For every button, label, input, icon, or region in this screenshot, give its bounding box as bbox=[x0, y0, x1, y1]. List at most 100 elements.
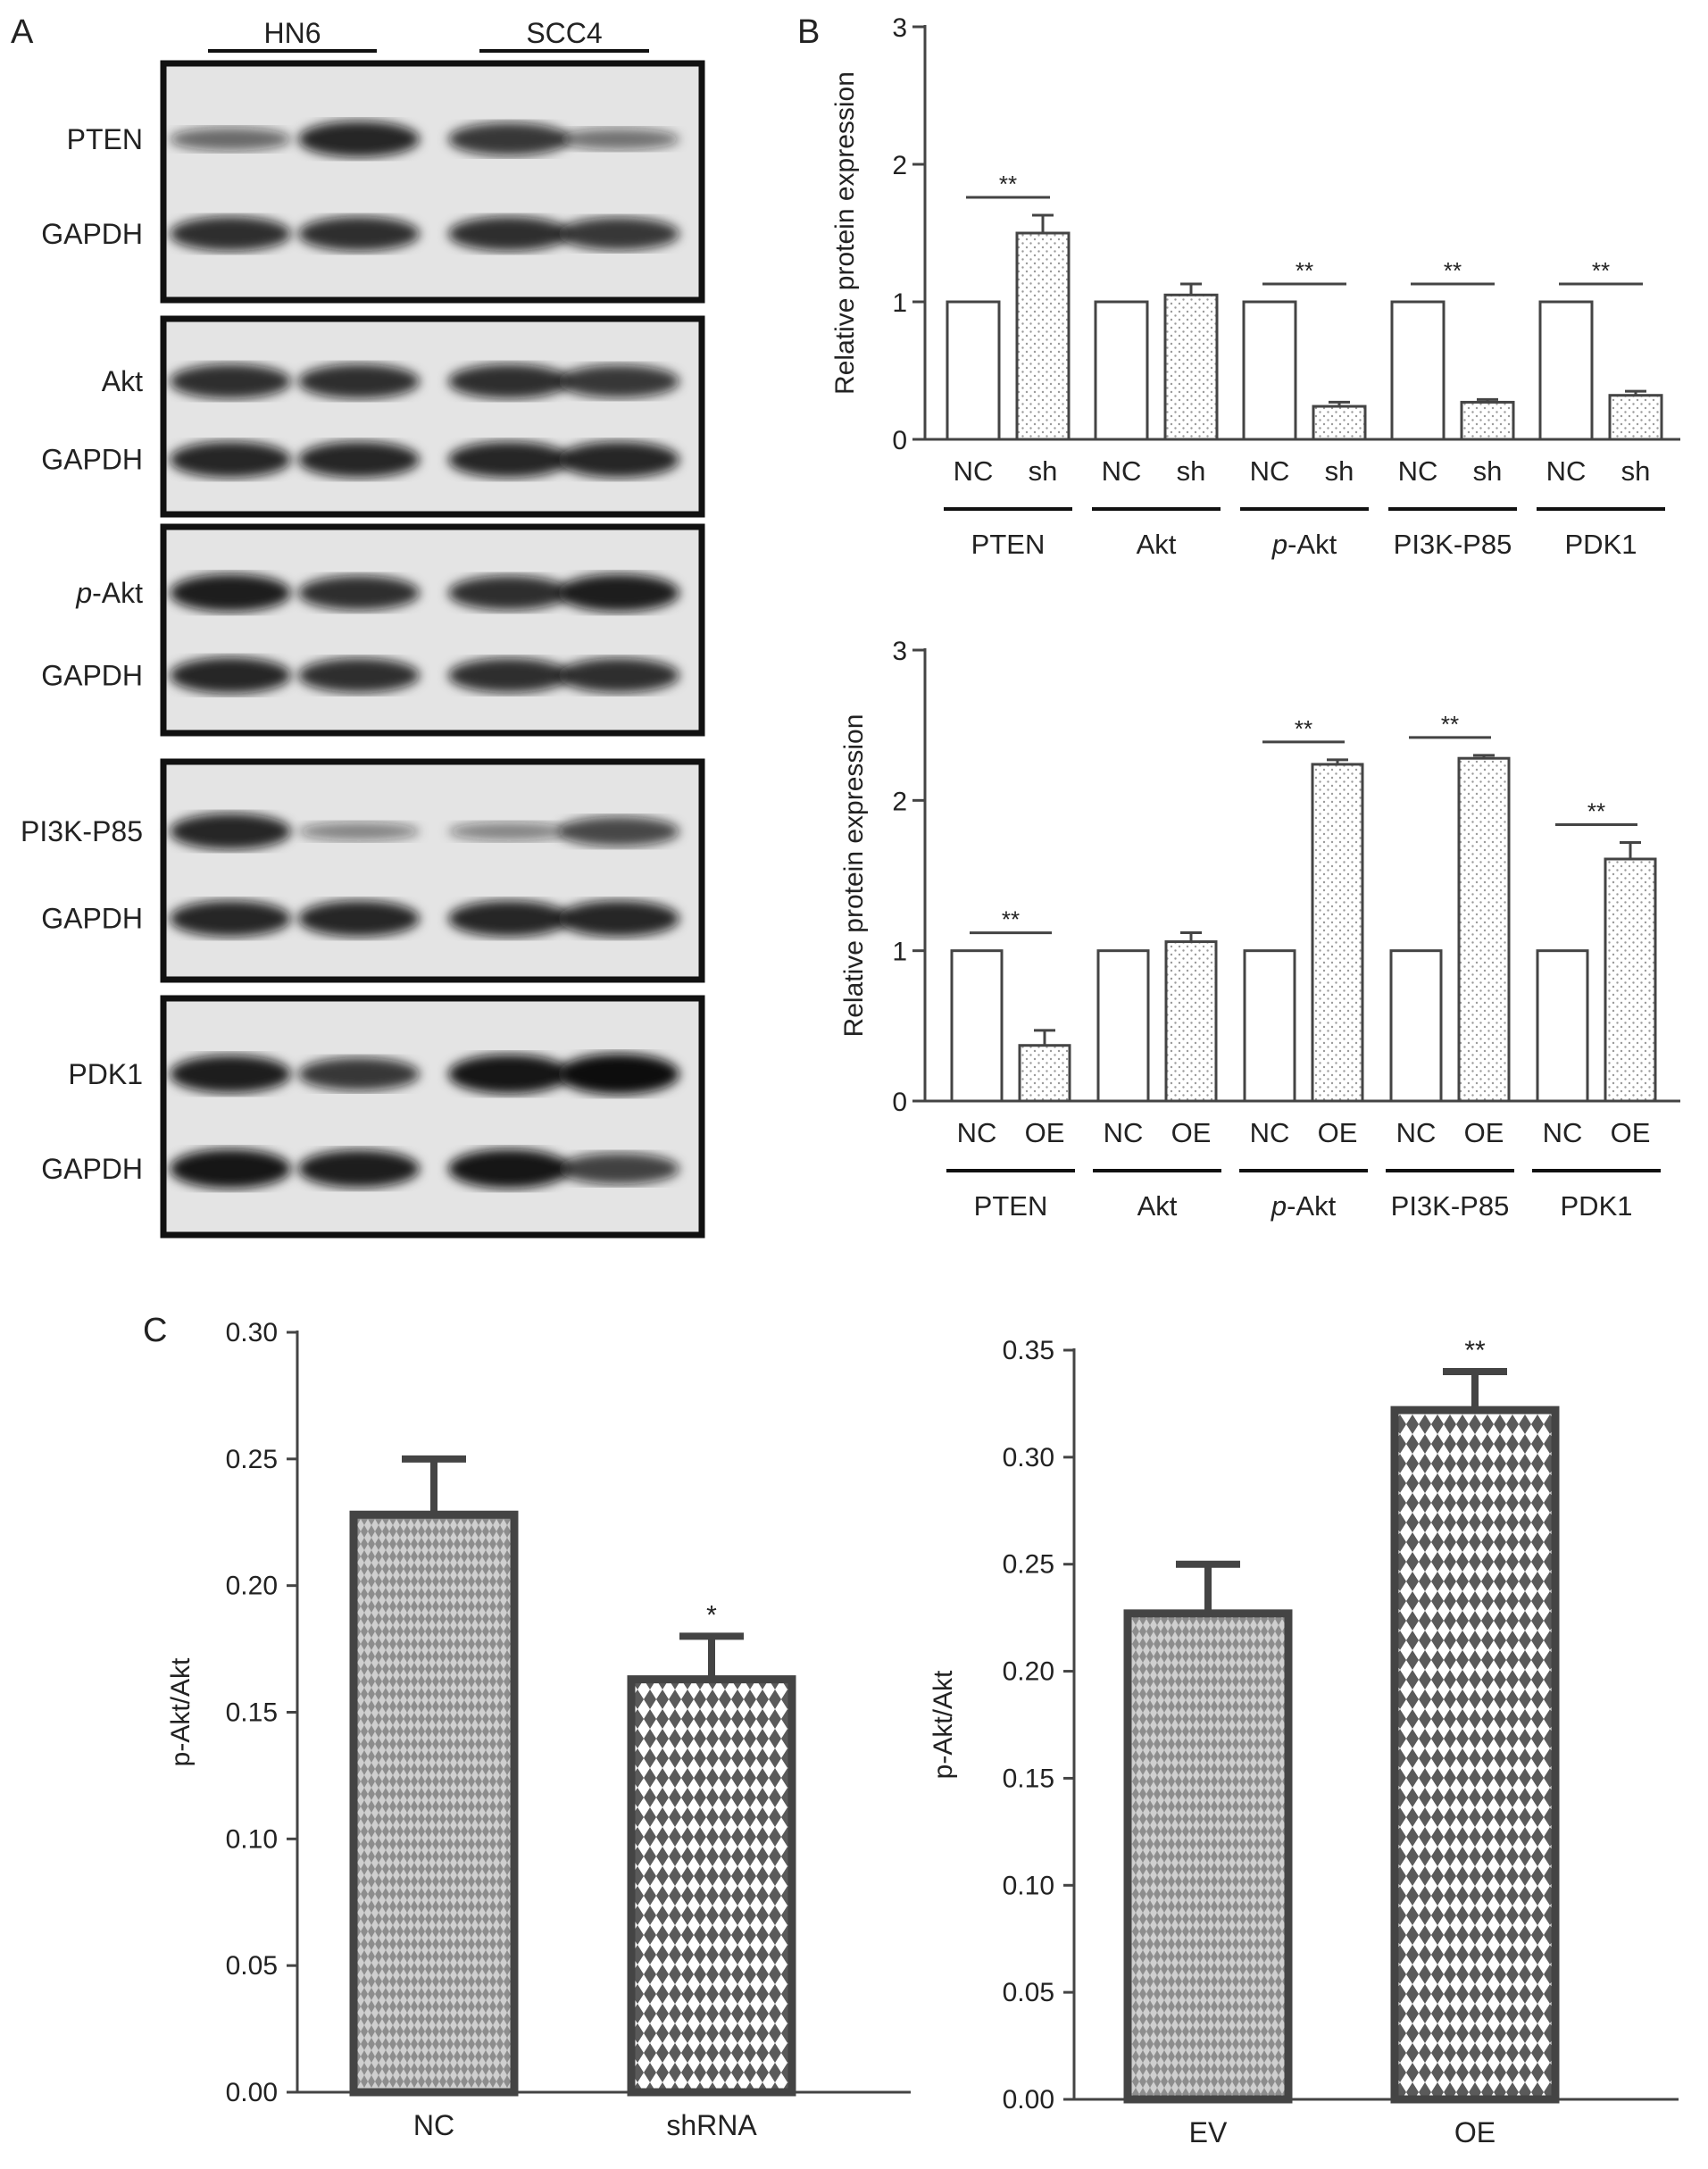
significance-marker: ** bbox=[1587, 797, 1605, 824]
y-tick-label: 0.20 bbox=[1003, 1657, 1054, 1687]
x-group-label: sh bbox=[1621, 455, 1651, 487]
blot-band bbox=[298, 1149, 420, 1189]
blot-row-label: GAPDH bbox=[41, 218, 143, 250]
significance-marker: ** bbox=[999, 171, 1017, 197]
x-group-label: OE bbox=[1025, 1117, 1065, 1148]
blot-band bbox=[448, 122, 570, 156]
blot-band bbox=[558, 364, 679, 398]
blot-band bbox=[558, 573, 679, 613]
bar bbox=[1460, 400, 1515, 441]
y-axis-label: Relative protein expression bbox=[830, 71, 860, 395]
blot-band bbox=[558, 657, 679, 693]
blot-band bbox=[298, 441, 420, 478]
x-group-label: NC bbox=[1104, 1117, 1144, 1148]
y-tick-label: 1 bbox=[892, 938, 907, 967]
bar bbox=[1389, 949, 1443, 1103]
y-tick-label: 0.15 bbox=[226, 1698, 278, 1728]
blot-band bbox=[170, 657, 291, 694]
x-category-label: p-Akt bbox=[1271, 529, 1337, 560]
x-group-label: NC bbox=[1102, 455, 1142, 487]
x-group-label: NC bbox=[954, 455, 994, 487]
x-group-label: OE bbox=[1171, 1117, 1212, 1148]
blot-band bbox=[298, 121, 420, 158]
x-group-label: NC bbox=[957, 1117, 997, 1148]
x-category-label: p-Akt bbox=[1271, 1190, 1337, 1222]
blot-band bbox=[170, 1055, 291, 1094]
blot-band bbox=[558, 900, 679, 937]
x-group-label: NC bbox=[1546, 455, 1587, 487]
bar bbox=[1390, 300, 1446, 441]
blot-band bbox=[170, 900, 291, 937]
blot-band bbox=[448, 575, 570, 611]
blot-background bbox=[163, 762, 702, 980]
y-tick-label: 3 bbox=[892, 637, 907, 666]
x-category-label: shRNA bbox=[666, 2109, 757, 2141]
bar bbox=[1243, 949, 1296, 1103]
x-category-label: EV bbox=[1189, 2116, 1228, 2148]
blot-band bbox=[558, 816, 679, 847]
blot-row-label: GAPDH bbox=[41, 444, 143, 476]
y-axis-label: Relative protein expression bbox=[839, 714, 869, 1038]
panel-label-a: A bbox=[11, 13, 34, 51]
x-category-label: PTEN bbox=[974, 1190, 1048, 1222]
bar bbox=[1457, 756, 1511, 1103]
blot-band bbox=[448, 657, 570, 693]
blot-band bbox=[448, 363, 570, 399]
bar bbox=[1604, 857, 1657, 1103]
y-tick-label: 0.05 bbox=[1003, 1978, 1054, 2007]
blot-band bbox=[448, 216, 570, 252]
blot-panel-border bbox=[160, 758, 705, 983]
bar bbox=[950, 949, 1004, 1103]
significance-marker: ** bbox=[1296, 257, 1313, 284]
blot-band bbox=[170, 1148, 291, 1189]
y-tick-label: 0.00 bbox=[226, 2078, 278, 2107]
y-tick-label: 0.05 bbox=[226, 1951, 278, 1981]
chart-b-bottom: 0 1 2 3 Relative protein expression NC OE PTEN *… bbox=[839, 637, 1680, 1222]
blot-band bbox=[298, 1057, 420, 1091]
panel-label-c: C bbox=[143, 1312, 167, 1349]
significance-marker: * bbox=[706, 1600, 717, 1630]
x-group-label: OE bbox=[1611, 1117, 1651, 1148]
y-tick-label: 0.30 bbox=[226, 1318, 278, 1347]
y-tick-label: 0 bbox=[892, 426, 907, 455]
x-category-label: PI3K-P85 bbox=[1394, 529, 1512, 560]
significance-marker: ** bbox=[1444, 257, 1462, 284]
bar bbox=[1096, 949, 1150, 1103]
bar bbox=[1164, 940, 1218, 1103]
blot-band bbox=[298, 216, 420, 252]
blot-group-label: SCC4 bbox=[526, 17, 602, 49]
x-category-label: Akt bbox=[1137, 1190, 1178, 1222]
blot-band bbox=[298, 657, 420, 693]
blot-panel-border bbox=[160, 995, 705, 1239]
x-category-label: Akt bbox=[1137, 529, 1177, 560]
y-tick-label: 0.20 bbox=[226, 1572, 278, 1601]
blot-row-label: p-Akt bbox=[75, 577, 143, 609]
blot-band bbox=[298, 575, 420, 611]
blot-row-label: Akt bbox=[102, 365, 143, 397]
blot-band bbox=[298, 900, 420, 937]
y-axis-label: p-Akt/Akt bbox=[929, 1670, 958, 1779]
western-blot: HN6NCshRNASCC4EVOEPTENGAPDHAktGAPDHp-Akt… bbox=[21, 17, 705, 1239]
blot-panel-border bbox=[160, 523, 705, 737]
y-tick-label: 1 bbox=[892, 288, 907, 318]
blot-band bbox=[448, 900, 570, 937]
bar bbox=[1015, 231, 1071, 441]
blot-background bbox=[163, 63, 702, 300]
blot-band bbox=[558, 128, 679, 150]
blot-band bbox=[298, 822, 420, 841]
blot-row-label: GAPDH bbox=[41, 903, 143, 935]
y-tick-label: 0.35 bbox=[1003, 1336, 1054, 1365]
blot-band bbox=[558, 1053, 679, 1095]
y-tick-label: 0.00 bbox=[1003, 2085, 1054, 2115]
bar bbox=[1242, 300, 1297, 441]
blot-band bbox=[170, 127, 291, 151]
blot-band bbox=[448, 1054, 570, 1094]
blot-group-label: HN6 bbox=[263, 17, 321, 49]
significance-marker: ** bbox=[1002, 906, 1020, 933]
blot-band bbox=[170, 216, 291, 252]
x-group-label: sh bbox=[1177, 455, 1206, 487]
y-tick-label: 0.10 bbox=[1003, 1871, 1054, 1900]
blot-row-label: PI3K-P85 bbox=[21, 815, 143, 847]
blot-band bbox=[298, 363, 420, 399]
bar bbox=[627, 1675, 796, 2097]
